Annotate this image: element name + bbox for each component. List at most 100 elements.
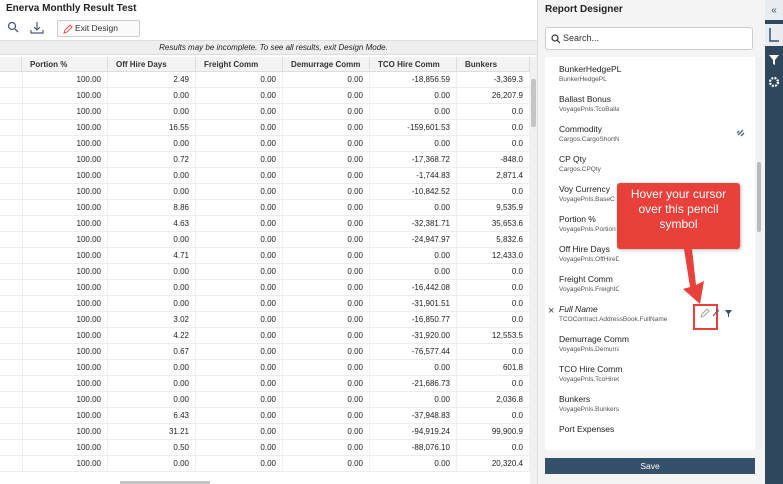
row-stub bbox=[0, 392, 23, 408]
save-button[interactable]: Save bbox=[545, 458, 755, 474]
download-icon[interactable] bbox=[30, 22, 44, 34]
header-cell bbox=[0, 57, 22, 72]
table-cell: -16,442.08 bbox=[370, 280, 457, 296]
table-row: 100.00 0.00 0.00 0.00 -10,842.52 0.0 bbox=[0, 184, 530, 200]
field-list bbox=[545, 57, 755, 450]
notice-text: Results may be incomplete. To see all re… bbox=[159, 43, 388, 52]
column-header[interactable]: Off Hire Days bbox=[108, 57, 196, 72]
row-stub bbox=[0, 408, 23, 424]
side-toolbar bbox=[765, 0, 783, 484]
table-cell: 0.00 bbox=[283, 248, 370, 264]
column-header[interactable]: TCO Hire Comm bbox=[370, 57, 457, 72]
table-cell: 0.00 bbox=[283, 344, 370, 360]
table-row: 100.00 0.00 0.00 0.00 -24,947.97 5,832.6 bbox=[0, 232, 530, 248]
table-row: 100.00 0.50 0.00 0.00 -88,076.10 0.0 bbox=[0, 440, 530, 456]
table-cell: 0.00 bbox=[196, 184, 283, 200]
table-cell: 0.00 bbox=[370, 136, 457, 152]
table-cell: 12,553.5 bbox=[457, 328, 530, 344]
column-header[interactable]: Portion % bbox=[22, 57, 108, 72]
scroll-thumb[interactable] bbox=[531, 79, 536, 127]
column-header[interactable]: Bunkers bbox=[457, 57, 530, 72]
table-row: 100.00 0.00 0.00 0.00 -31,901.51 0.0 bbox=[0, 296, 530, 312]
table-cell: 0.50 bbox=[108, 440, 196, 456]
highlight-box bbox=[693, 304, 718, 330]
sort-icon[interactable] bbox=[712, 309, 719, 317]
table-cell: 0.00 bbox=[196, 328, 283, 344]
action-icons bbox=[700, 308, 732, 318]
field-label[interactable]: Voy Currency bbox=[559, 184, 611, 194]
table-cell: 0.00 bbox=[370, 248, 457, 264]
search-icon[interactable] bbox=[7, 21, 17, 31]
table-cell: 0.00 bbox=[196, 408, 283, 424]
table-cell: 0.00 bbox=[283, 120, 370, 136]
field-label[interactable]: TCO Hire Comm bbox=[559, 364, 623, 374]
field-label[interactable]: Bunkers bbox=[559, 394, 591, 404]
filter-icon[interactable] bbox=[725, 310, 732, 317]
h-scroll-thumb[interactable] bbox=[120, 481, 210, 484]
table-cell: 100.00 bbox=[22, 184, 108, 200]
field-label[interactable]: Portion % bbox=[559, 214, 596, 224]
table-cell: 0.00 bbox=[283, 456, 370, 472]
table-cell: 0.00 bbox=[283, 88, 370, 104]
table-cell: -31,901.51 bbox=[370, 296, 457, 312]
row-stub bbox=[0, 216, 23, 232]
field-path: Cargos.CPQty bbox=[559, 166, 601, 173]
table-cell: 3.02 bbox=[108, 312, 196, 328]
table-cell: 0.0 bbox=[457, 296, 530, 312]
table-row: 100.00 4.71 0.00 0.00 0.00 12,433.0 bbox=[0, 248, 530, 264]
collapse-icon[interactable]: « bbox=[771, 5, 777, 16]
table-cell: 0.0 bbox=[457, 104, 530, 120]
table-cell: 100.00 bbox=[22, 440, 108, 456]
table-row: 100.00 31.21 0.00 0.00 -94,919.24 99,900.9 bbox=[0, 424, 530, 440]
row-stub bbox=[0, 104, 23, 120]
field-label[interactable]: Freight Comm bbox=[559, 274, 613, 284]
field-label[interactable]: Ballast Bonus bbox=[559, 94, 611, 104]
column-header[interactable]: Freight Comm bbox=[196, 57, 283, 72]
column-header[interactable]: Demurrage Comm bbox=[283, 57, 370, 72]
table-cell: 0.00 bbox=[370, 392, 457, 408]
table-cell: 0.00 bbox=[196, 216, 283, 232]
table-cell: 0.00 bbox=[196, 440, 283, 456]
table-cell: 0.00 bbox=[283, 376, 370, 392]
table-cell: 4.22 bbox=[108, 328, 196, 344]
table-cell: 0.00 bbox=[108, 136, 196, 152]
field-label[interactable]: Off Hire Days bbox=[559, 244, 610, 254]
save-label: Save bbox=[640, 461, 660, 471]
table-cell: 0.00 bbox=[196, 392, 283, 408]
table-cell: 0.00 bbox=[108, 88, 196, 104]
field-label[interactable]: Port Expenses bbox=[559, 424, 615, 434]
table-cell: 0.00 bbox=[196, 456, 283, 472]
table-cell: 0.67 bbox=[108, 344, 196, 360]
field-label[interactable]: CP Qty bbox=[559, 154, 587, 164]
table-cell: 0.00 bbox=[283, 296, 370, 312]
table-cell: 0.00 bbox=[283, 440, 370, 456]
table-cell: 0.00 bbox=[108, 456, 196, 472]
table-row: 100.00 0.67 0.00 0.00 -76,577.44 0.0 bbox=[0, 344, 530, 360]
link-icon[interactable] bbox=[736, 125, 746, 137]
row-stub bbox=[0, 248, 23, 264]
table-row: 100.00 0.00 0.00 0.00 -21,686.73 0.0 bbox=[0, 376, 530, 392]
remove-icon[interactable]: × bbox=[548, 305, 555, 317]
designer-icon[interactable] bbox=[769, 28, 779, 42]
row-stub bbox=[0, 88, 23, 104]
table-cell: -88,076.10 bbox=[370, 440, 457, 456]
filter-icon[interactable] bbox=[769, 55, 779, 65]
settings-icon[interactable] bbox=[768, 76, 780, 88]
table-cell: 0.00 bbox=[108, 376, 196, 392]
pencil-icon[interactable] bbox=[700, 308, 710, 318]
field-label[interactable]: Demurrage Comm bbox=[559, 334, 629, 344]
table-cell: 0.00 bbox=[108, 168, 196, 184]
table-cell: 100.00 bbox=[22, 312, 108, 328]
scroll-thumb[interactable] bbox=[757, 162, 761, 232]
search-box[interactable]: Search... bbox=[545, 27, 753, 50]
field-label[interactable]: Commodity bbox=[559, 124, 602, 134]
field-label[interactable]: Full Name bbox=[559, 304, 598, 314]
exit-design-mode-button[interactable]: Exit Design Mode bbox=[57, 20, 140, 48]
table-cell: 0.00 bbox=[196, 248, 283, 264]
field-label[interactable]: BunkerHedgePL bbox=[559, 64, 622, 74]
table-cell: 0.00 bbox=[370, 456, 457, 472]
table-cell: -24,947.97 bbox=[370, 232, 457, 248]
